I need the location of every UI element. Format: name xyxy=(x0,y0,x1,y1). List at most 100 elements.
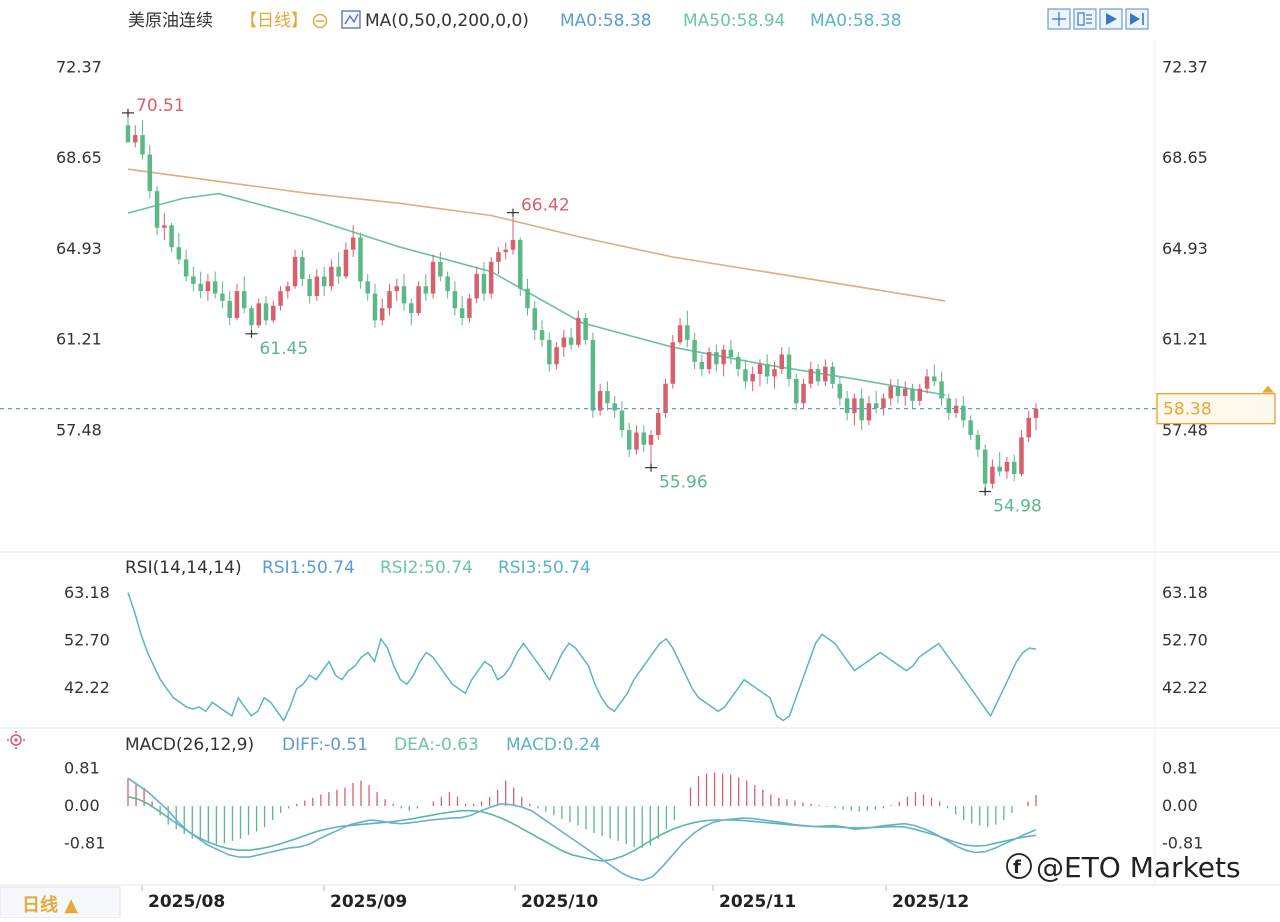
x-label: 2025/10 xyxy=(521,892,598,912)
current-price-label: 58.38 xyxy=(1163,400,1212,420)
candle-body xyxy=(895,386,901,396)
diff-value: DIFF:-0.51 xyxy=(282,735,368,755)
price-axis: 72.37 72.37 68.65 68.65 64.93 64.93 61.21 61.21… xyxy=(56,58,1208,440)
price-tick-right: 64.93 xyxy=(1162,239,1208,258)
period-label[interactable]: 【日线】 xyxy=(240,11,308,31)
candle-body xyxy=(1033,408,1039,418)
rsi1-value: RSI1:50.74 xyxy=(262,558,355,578)
candle-body xyxy=(1004,461,1010,472)
rsi-tick-left: 63.18 xyxy=(64,583,110,602)
candle-body xyxy=(510,239,516,250)
dea-value: DEA:-0.63 xyxy=(394,735,479,755)
rsi-line xyxy=(127,592,1037,722)
extreme-label-low_2: 55.96 xyxy=(659,473,708,493)
candle-body xyxy=(379,308,385,321)
candle-body xyxy=(852,398,857,414)
candle-body xyxy=(706,352,712,370)
rsi-tick-right: 63.18 xyxy=(1162,583,1208,602)
x-axis: 2025/08 2025/09 2025/10 2025/11 2025/12 xyxy=(141,885,969,912)
candle-body xyxy=(757,364,763,375)
candle-body xyxy=(1026,417,1031,438)
candle-body xyxy=(844,398,850,414)
candle-body xyxy=(554,347,559,365)
candle-body xyxy=(735,356,741,370)
candle-body xyxy=(503,249,508,253)
candle-body xyxy=(205,281,211,292)
candle-body xyxy=(612,403,617,411)
candle-body xyxy=(881,398,886,409)
candle-body xyxy=(902,388,908,396)
candle-body xyxy=(423,286,429,294)
settings-icon[interactable] xyxy=(7,731,25,749)
x-label: 2025/09 xyxy=(330,892,407,912)
rsi-title: RSI(14,14,14) xyxy=(125,558,242,578)
next-icon[interactable] xyxy=(1125,8,1149,30)
candle-body xyxy=(837,383,843,399)
candle-body xyxy=(147,154,153,192)
candle-body xyxy=(772,369,777,377)
candle-body xyxy=(263,303,269,321)
collapse-icon[interactable] xyxy=(312,13,328,29)
candle-body xyxy=(278,291,283,306)
x-label: 2025/11 xyxy=(719,892,796,912)
candle-body xyxy=(162,225,167,228)
layout-icon[interactable] xyxy=(1073,8,1097,30)
candle-body xyxy=(990,466,995,484)
candle-body xyxy=(590,339,596,411)
zoom-icon[interactable] xyxy=(1047,8,1071,30)
candle-body xyxy=(532,308,538,331)
period-button[interactable]: 日线 ▲ xyxy=(0,886,121,919)
candle-body xyxy=(212,281,218,294)
play-icon[interactable] xyxy=(1099,8,1123,30)
candle-body xyxy=(220,293,225,301)
price-tick-left: 61.21 xyxy=(56,330,102,349)
candle-body xyxy=(154,191,160,228)
candle-body xyxy=(409,303,414,314)
watermark: f @ETO Markets xyxy=(1006,851,1241,884)
candle-body xyxy=(358,237,363,282)
candle-body xyxy=(830,366,835,384)
candle-body xyxy=(1011,461,1017,474)
candle-body xyxy=(946,398,952,414)
candle-body xyxy=(547,339,552,365)
brand-logo-icon xyxy=(1006,853,1032,879)
candle-body xyxy=(140,135,145,155)
candle-body xyxy=(329,266,334,287)
ma0-value-2: MA0:58.38 xyxy=(810,11,902,31)
candle-body xyxy=(452,291,458,309)
extreme-label-high_1: 70.51 xyxy=(136,96,185,116)
x-label: 2025/08 xyxy=(148,892,225,912)
price-tick-left: 72.37 xyxy=(56,58,102,77)
candle-body xyxy=(953,405,959,414)
ma50-line xyxy=(127,192,946,396)
indicator-label: MA(0,50,0,200,0,0) xyxy=(365,11,529,31)
candle-body xyxy=(648,434,654,445)
candle-body xyxy=(539,330,545,340)
candle-body xyxy=(677,325,683,343)
rsi-tick-right: 42.22 xyxy=(1162,678,1208,697)
rsi-panel: 63.18 63.18 52.70 52.70 42.22 42.22 xyxy=(64,583,1208,722)
candle-body xyxy=(336,266,341,277)
candle-body xyxy=(714,352,719,365)
macd-tick-right: -0.81 xyxy=(1162,834,1203,853)
candle-body xyxy=(626,430,632,450)
candle-body xyxy=(387,291,392,309)
diff-line xyxy=(127,777,1037,882)
candle-body xyxy=(743,369,748,382)
price-tick-right: 68.65 xyxy=(1162,148,1208,167)
ma0-value: MA0:58.38 xyxy=(560,11,652,31)
candle-body xyxy=(721,349,726,365)
candle-body xyxy=(932,376,937,382)
candle-body xyxy=(525,288,530,309)
candle-body xyxy=(961,405,966,421)
ma200-line xyxy=(127,168,946,302)
rsi-tick-left: 52.70 xyxy=(64,630,110,649)
candle-body xyxy=(234,291,240,318)
candle-body xyxy=(685,325,690,340)
candle-body xyxy=(939,381,944,399)
candle-body xyxy=(198,283,203,292)
indicator-settings-icon[interactable] xyxy=(341,10,361,29)
price-tick-left: 68.65 xyxy=(56,148,102,167)
candle-body xyxy=(321,276,327,287)
